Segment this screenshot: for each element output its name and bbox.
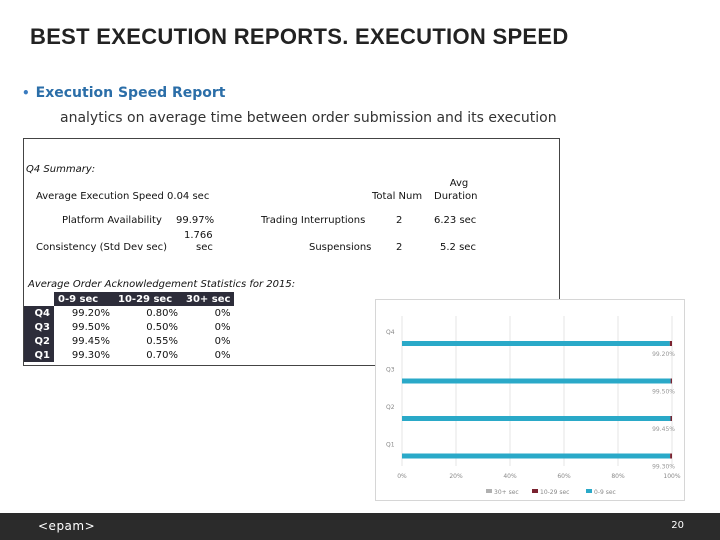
page-number: 20: [671, 520, 684, 531]
chart-svg: 0% 20% 40% 60% 80% 100% Q4 99.20% Q3 99.50% Q2 99.4…: [386, 316, 681, 496]
x-tick-label: 0%: [397, 473, 407, 480]
col-avg: Avg: [449, 178, 469, 189]
value-cell: 0.70%: [146, 349, 178, 361]
bar-segment: [402, 378, 671, 384]
bar-segment: [670, 416, 672, 421]
bar-segment: [402, 416, 671, 421]
value-cell: 99.50%: [71, 321, 110, 333]
legend-swatch: [486, 489, 492, 493]
platform-label: Platform Availability: [62, 215, 162, 226]
footer-bar: <epam> 20: [0, 513, 720, 540]
bar-segment: [402, 453, 671, 459]
category-label: Q1: [386, 442, 395, 449]
ack-header-row: 0-9 sec 10-29 sec 30+ sec: [24, 292, 235, 306]
bar-segment: [670, 453, 672, 459]
legend-label: 0-9 sec: [594, 489, 616, 496]
section-subtitle: analytics on average time between order …: [60, 110, 557, 126]
section-heading-text: Execution Speed Report: [35, 85, 226, 101]
category-label: Q4: [386, 329, 395, 336]
consistency-value-number: 1.766: [184, 230, 213, 241]
epam-logo: <epam>: [38, 519, 96, 533]
value-cell: 0.55%: [146, 335, 178, 347]
quarter-cell: Q2: [24, 334, 54, 348]
value-cell: 99.20%: [71, 307, 110, 319]
value-cell: 99.30%: [71, 349, 110, 361]
table-row: Q4 99.20% 0.80% 0%: [24, 306, 234, 320]
page-title: BEST EXECUTION REPORTS. EXECUTION SPEED: [30, 24, 569, 49]
category-label: Q3: [386, 367, 395, 374]
quarter-cell: Q1: [24, 348, 54, 362]
x-tick-label: 60%: [557, 473, 571, 480]
ack-stats-title: Average Order Acknowledgement Statistics…: [28, 279, 296, 290]
value-cell: 0%: [214, 321, 231, 333]
suspensions-duration: 5.2 sec: [440, 242, 476, 253]
ack-header-cell: 30+ sec: [182, 292, 235, 306]
value-cell: 99.45%: [71, 335, 110, 347]
bullet-icon: •: [22, 86, 30, 100]
x-tick-label: 100%: [663, 473, 680, 480]
consistency-value-unit: sec: [196, 242, 213, 253]
col-duration: Duration: [434, 191, 478, 202]
avg-speed-value: 0.04 sec: [167, 191, 210, 202]
table-row: Q2 99.45% 0.55% 0%: [24, 334, 234, 348]
table-row: Q1 99.30% 0.70% 0%: [24, 348, 234, 362]
summary-title: Q4 Summary:: [26, 164, 96, 175]
x-tick-label: 20%: [449, 473, 463, 480]
trading-duration: 6.23 sec: [434, 215, 477, 226]
data-label: 99.45%: [652, 426, 675, 433]
trading-label: Trading Interruptions: [261, 215, 366, 226]
legend-swatch: [586, 489, 592, 493]
avg-speed-label: Average Execution Speed: [36, 191, 164, 202]
avg-speed-row: Average Execution Speed 0.04 sec: [36, 191, 209, 202]
bar-segment: [402, 341, 670, 346]
value-cell: 0%: [214, 335, 231, 347]
quarter-cell: Q4: [24, 306, 54, 320]
table-row: Q3 99.50% 0.50% 0%: [24, 320, 234, 334]
quarter-cell: Q3: [24, 320, 54, 334]
value-cell: 0%: [214, 307, 231, 319]
data-label: 99.20%: [652, 351, 675, 358]
legend-swatch: [532, 489, 538, 493]
legend-label: 10-29 sec: [540, 489, 569, 496]
ack-stats-table: 0-9 sec 10-29 sec 30+ sec Q4 99.20% 0.80…: [24, 292, 235, 362]
value-cell: 0%: [214, 349, 231, 361]
bar-segment: [669, 341, 672, 346]
col-total-num: Total Num: [372, 191, 423, 202]
value-cell: 0.80%: [146, 307, 178, 319]
platform-value: 99.97%: [176, 215, 215, 226]
summary-card: Q4 Summary: Average Execution Speed 0.04…: [23, 138, 560, 366]
data-label: 99.50%: [652, 389, 675, 396]
execution-speed-chart: 0% 20% 40% 60% 80% 100% Q4 99.20% Q3 99.50% Q2 99.4…: [375, 299, 685, 501]
ack-header-cell: 0-9 sec: [54, 292, 114, 306]
bar-segment: [670, 378, 672, 384]
data-label: 99.30%: [652, 464, 675, 471]
ack-header-blank: [24, 292, 54, 306]
trading-num: 2: [396, 215, 403, 226]
value-cell: 0.50%: [146, 321, 178, 333]
x-tick-label: 40%: [503, 473, 517, 480]
consistency-label: Consistency (Std Dev sec): [36, 242, 168, 253]
x-tick-label: 80%: [611, 473, 625, 480]
section-heading: • Execution Speed Report: [22, 85, 225, 101]
category-label: Q2: [386, 404, 395, 411]
legend-label: 30+ sec: [494, 489, 519, 496]
suspensions-label: Suspensions: [309, 242, 372, 253]
ack-header-cell: 10-29 sec: [114, 292, 182, 306]
suspensions-num: 2: [396, 242, 403, 253]
